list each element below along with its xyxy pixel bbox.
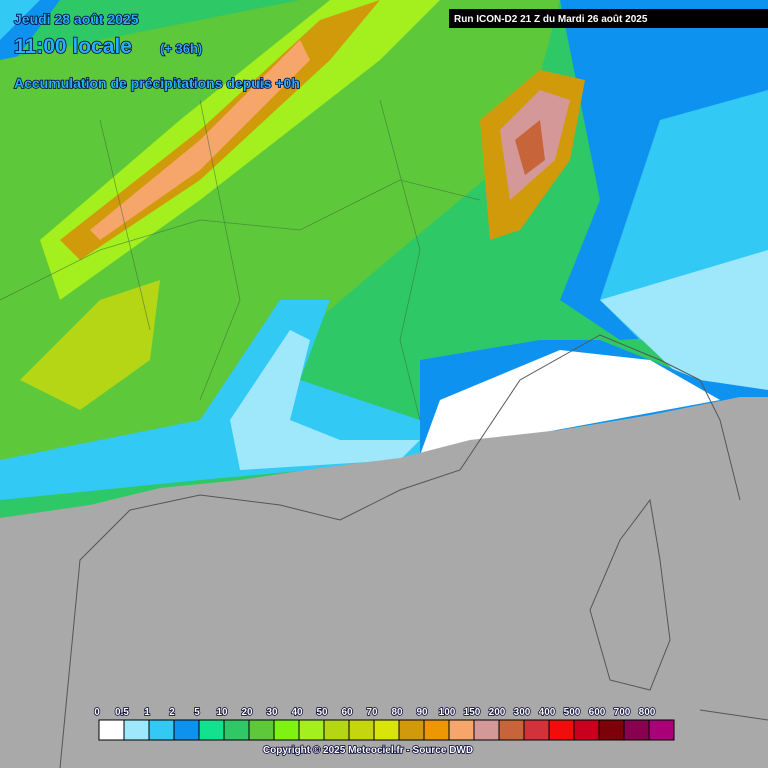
legend-swatch — [598, 719, 625, 741]
legend-swatch — [323, 719, 350, 741]
legend-swatch — [648, 719, 675, 741]
precip-zone — [40, 0, 440, 300]
legend-label: 5 — [194, 707, 200, 718]
legend-swatch — [373, 719, 400, 741]
legend-label: 50 — [316, 707, 328, 718]
legend-label: 500 — [564, 707, 581, 718]
legend-swatch — [298, 719, 325, 741]
precip-zone — [20, 280, 160, 410]
legend-label: 2 — [169, 707, 175, 718]
legend-swatch — [498, 719, 525, 741]
precip-zone — [600, 250, 768, 400]
legend-label: 400 — [539, 707, 556, 718]
legend-label: 1 — [144, 707, 150, 718]
borders — [0, 99, 481, 421]
legend-label: 40 — [291, 707, 303, 718]
legend-swatch — [448, 719, 475, 741]
legend-label: 90 — [416, 707, 428, 718]
legend: 0 0.5 1 2 5 10 20 30 40 50 60 70 80 90 100 150 200 300 400… — [93, 706, 675, 741]
legend-label: 200 — [489, 707, 506, 718]
legend-label: 10 — [216, 707, 228, 718]
precip-zone — [515, 120, 545, 175]
subtitle: Accumulation de précipitations depuis +0… — [14, 75, 300, 91]
copyright: Copyright © 2025 Meteociel.fr - Source D… — [263, 745, 473, 756]
legend-swatch — [173, 719, 200, 741]
precip-zone — [230, 330, 420, 470]
legend-swatch — [248, 719, 275, 741]
legend-label: 70 — [366, 707, 378, 718]
legend-swatch — [148, 719, 175, 741]
legend-swatch — [273, 719, 300, 741]
legend-swatch — [348, 719, 375, 741]
legend-label: 20 — [241, 707, 253, 718]
time: 11:00 locale — [14, 35, 132, 58]
legend-label: 800 — [639, 707, 656, 718]
legend-swatch — [423, 719, 450, 741]
lead-time: (+ 36h) — [160, 41, 202, 56]
precip-zone — [420, 350, 720, 455]
legend-label: 0.5 — [115, 707, 129, 718]
legend-swatch — [223, 719, 250, 741]
legend-label: 150 — [464, 707, 481, 718]
legend-label: 700 — [614, 707, 631, 718]
coastline — [59, 334, 768, 768]
legend-label: 0 — [94, 707, 100, 718]
legend-swatch — [523, 719, 550, 741]
sea-mask — [0, 397, 768, 768]
legend-swatch — [398, 719, 425, 741]
legend-swatch — [98, 719, 125, 741]
legend-label: 300 — [514, 707, 531, 718]
legend-swatch — [573, 719, 600, 741]
legend-label: 60 — [341, 707, 353, 718]
legend-label: 30 — [266, 707, 278, 718]
legend-swatch — [198, 719, 225, 741]
run-box — [449, 9, 768, 28]
legend-label: 600 — [589, 707, 606, 718]
legend-swatch — [123, 719, 150, 741]
legend-swatch — [548, 719, 575, 741]
legend-label: 80 — [391, 707, 403, 718]
precip-zone — [90, 40, 310, 240]
legend-label: 100 — [439, 707, 456, 718]
legend-swatch — [623, 719, 650, 741]
date: Jeudi 28 août 2025 — [14, 11, 139, 27]
precip-zone — [0, 0, 40, 40]
legend-swatch — [473, 719, 500, 741]
run-info: Run ICON-D2 21 Z du Mardi 26 août 2025 — [454, 14, 648, 25]
